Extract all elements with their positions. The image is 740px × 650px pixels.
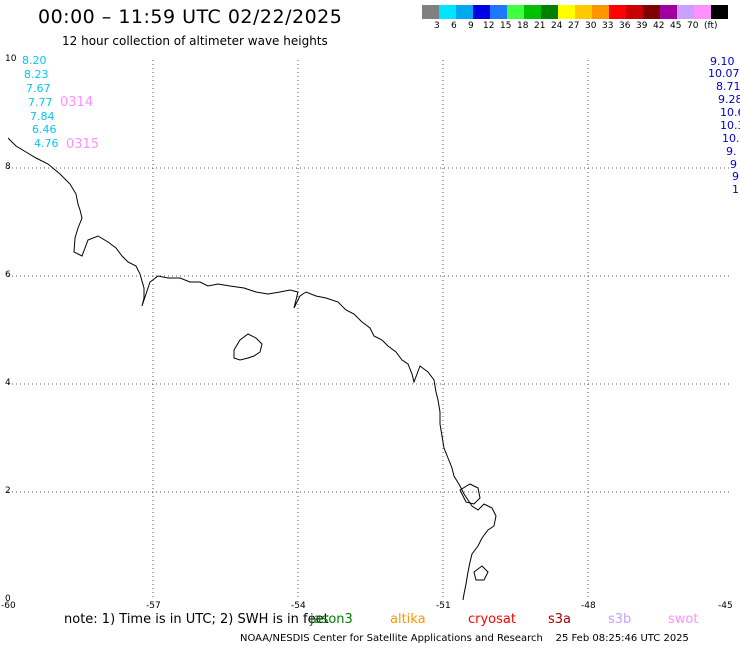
wave-value: 7.84 xyxy=(30,110,55,123)
wave-value: 9.10 xyxy=(710,55,735,68)
wave-value: 8.23 xyxy=(24,68,49,81)
legend-swot: swot xyxy=(668,612,699,627)
wave-value: 4.76 xyxy=(34,137,59,150)
footer-note: note: 1) Time is in UTC; 2) SWH is in fe… xyxy=(64,612,329,627)
scale-label: 39 xyxy=(636,21,648,31)
scale-label: 42 xyxy=(653,21,665,31)
y-tick: 0 xyxy=(5,594,11,604)
legend-s3b: s3b xyxy=(608,612,632,627)
x-tick: -45 xyxy=(718,601,733,611)
scale-label: 24 xyxy=(551,21,563,31)
legend-s3a: s3a xyxy=(548,612,572,627)
scale-swatch xyxy=(439,5,456,19)
scale-swatch xyxy=(456,5,473,19)
wave-value: 10.3 xyxy=(720,119,740,132)
scale-swatch xyxy=(575,5,592,19)
scale-swatch xyxy=(711,5,728,19)
wave-value: 9. xyxy=(726,145,737,158)
x-tick: -54 xyxy=(291,601,306,611)
scale-label: 15 xyxy=(500,21,512,31)
wave-value: 1 xyxy=(732,183,739,196)
wave-value: 10. xyxy=(722,132,740,145)
y-tick: 8 xyxy=(5,162,11,172)
scale-swatch xyxy=(626,5,643,19)
legend-cryosat: cryosat xyxy=(468,612,516,627)
wave-value: 8.71 xyxy=(716,80,740,93)
island xyxy=(233,333,263,361)
wave-height-map xyxy=(8,60,732,600)
wave-value: 7.77 xyxy=(28,96,53,109)
scale-swatch xyxy=(541,5,558,19)
x-tick: -60 xyxy=(1,601,16,611)
legend-jason3: jason3 xyxy=(310,612,353,627)
y-tick: 6 xyxy=(5,270,11,280)
scale-swatch xyxy=(507,5,524,19)
scale-swatch xyxy=(524,5,541,19)
page-title: 00:00 – 11:59 UTC 02/22/2025 xyxy=(38,6,343,28)
footer-credit: NOAA/NESDIS Center for Satellite Applica… xyxy=(240,633,689,644)
time-label: 0315 xyxy=(66,137,100,152)
scale-label: 21 xyxy=(534,21,546,31)
credit-timestamp: 25 Feb 08:25:46 UTC 2025 xyxy=(555,633,689,644)
coastline xyxy=(8,137,497,600)
wave-value: 7.67 xyxy=(26,82,51,95)
scale-label: 9 xyxy=(468,21,474,31)
scale-label: 18 xyxy=(517,21,529,31)
wave-value: 9 xyxy=(730,158,737,171)
wave-value: 9.28 xyxy=(718,93,740,106)
scale-swatch xyxy=(473,5,490,19)
scale-label: 33 xyxy=(602,21,614,31)
scale-label: 27 xyxy=(568,21,580,31)
scale-label: 36 xyxy=(619,21,631,31)
page-subtitle: 12 hour collection of altimeter wave hei… xyxy=(62,34,328,48)
scale-swatch xyxy=(558,5,575,19)
wave-value: 9 xyxy=(732,170,739,183)
color-scale xyxy=(422,5,728,19)
grid-lines xyxy=(8,60,732,600)
credit-text: NOAA/NESDIS Center for Satellite Applica… xyxy=(240,633,543,644)
scale-swatch xyxy=(643,5,660,19)
legend-altika: altika xyxy=(390,612,426,627)
scale-label: 12 xyxy=(483,21,495,31)
wave-value: 8.20 xyxy=(22,54,47,67)
scale-swatch xyxy=(609,5,626,19)
wave-value: 6.46 xyxy=(32,123,57,136)
scale-swatch xyxy=(677,5,694,19)
y-tick: 4 xyxy=(5,378,11,388)
coast-detail xyxy=(459,483,489,581)
scale-swatch xyxy=(422,5,439,19)
map-background xyxy=(8,60,732,600)
scale-label: 30 xyxy=(585,21,597,31)
y-tick: 2 xyxy=(5,486,11,496)
scale-label: 6 xyxy=(451,21,457,31)
x-tick: -48 xyxy=(581,601,596,611)
scale-swatch xyxy=(490,5,507,19)
scale-label: 70 xyxy=(687,21,699,31)
y-tick: 10 xyxy=(5,54,17,64)
scale-swatch xyxy=(660,5,677,19)
wave-value: 10.6 xyxy=(720,106,740,119)
scale-label: 45 xyxy=(670,21,682,31)
scale-swatch xyxy=(694,5,711,19)
scale-label: 3 xyxy=(434,21,440,31)
scale-swatch xyxy=(592,5,609,19)
x-tick: -57 xyxy=(146,601,161,611)
wave-value: 10.07 xyxy=(708,67,740,80)
scale-label: (ft) xyxy=(704,21,718,31)
x-tick: -51 xyxy=(436,601,451,611)
time-label: 0314 xyxy=(60,95,94,110)
